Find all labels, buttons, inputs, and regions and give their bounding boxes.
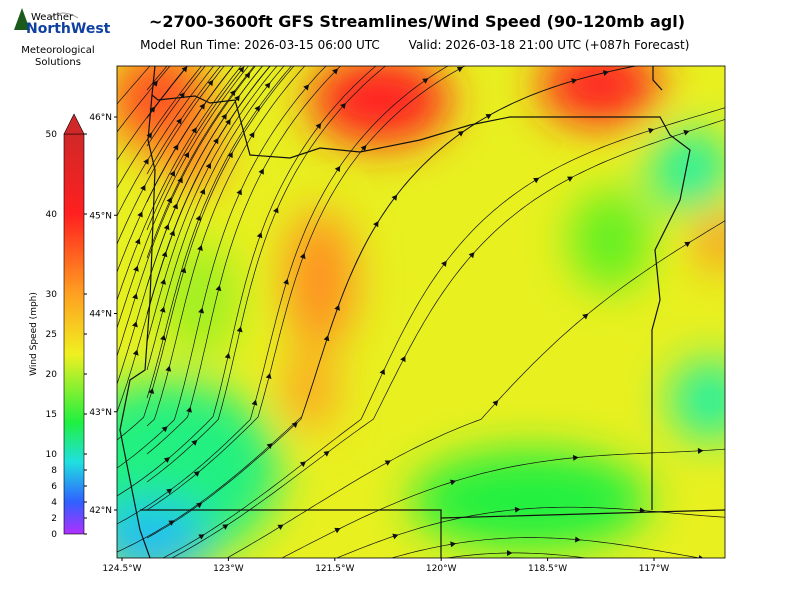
streamline	[117, 66, 449, 525]
streamline	[171, 119, 725, 558]
colorbar-tick-label: 10	[46, 450, 58, 460]
lat-label: 43°N	[89, 408, 112, 418]
streamline	[117, 66, 377, 497]
streamline	[117, 66, 171, 133]
streamline	[162, 107, 725, 558]
streamline	[117, 66, 637, 553]
streamline	[391, 537, 702, 558]
streamline	[117, 66, 327, 469]
logo-top: Weather	[31, 12, 74, 23]
colorbar-tick-label: 30	[46, 290, 58, 300]
map-frame	[116, 65, 726, 559]
stream-arrow	[617, 564, 622, 569]
colorbar-label: Wind Speed (mph)	[29, 292, 39, 376]
logo-line: Solutions	[35, 57, 81, 68]
logo-line: Meteorological	[21, 45, 94, 56]
lon-label: 120°W	[426, 564, 457, 574]
streamline	[146, 66, 278, 343]
lon-label: 124.5°W	[102, 564, 141, 574]
streamline	[146, 66, 306, 427]
lon-label: 121.5°W	[315, 564, 354, 574]
streamline	[146, 66, 206, 147]
valid-time: Valid: 2026-03-18 21:00 UTC (+087h Forec…	[409, 38, 690, 52]
stream-arrow	[685, 582, 690, 587]
streamline	[146, 66, 292, 399]
streamline	[146, 66, 221, 175]
streamline	[117, 66, 271, 413]
title: ~2700-3600ft GFS Streamlines/Wind Speed …	[149, 12, 685, 31]
stream-arrow	[631, 563, 636, 568]
stream-arrow	[671, 567, 676, 572]
streamline	[117, 66, 225, 245]
map-field	[117, 66, 725, 587]
colorbar: Wind Speed (mph)	[29, 113, 85, 535]
colorbar-tick-label: 50	[46, 130, 58, 140]
lat-label: 44°N	[89, 310, 112, 320]
colorbar-tick-label: 4	[51, 498, 57, 508]
streamline	[117, 66, 215, 217]
lat-label: 46°N	[89, 113, 112, 123]
colorbar-tick-label: 20	[46, 370, 58, 380]
streamline	[446, 552, 588, 558]
colorbar-tick-label: 15	[46, 410, 57, 420]
lon-label: 123°W	[213, 564, 244, 574]
streamline	[146, 66, 255, 259]
streamline	[117, 66, 242, 301]
streamline	[612, 557, 615, 558]
streamline	[117, 66, 264, 385]
colorbar-tick-label: 40	[46, 210, 58, 220]
streamline	[146, 66, 285, 371]
streamline	[117, 66, 188, 161]
lon-label: 118.5°W	[528, 564, 567, 574]
lat-label: 45°N	[89, 211, 112, 221]
streamline	[281, 448, 725, 558]
streamline	[146, 66, 466, 511]
colorbar-tick-label: 0	[51, 530, 57, 540]
colorbar-tick-label: 8	[51, 466, 57, 476]
lat-label: 42°N	[89, 506, 112, 516]
logo: Weather NorthWest Meteorological Solutio…	[14, 8, 111, 68]
streamline	[226, 220, 725, 558]
streamline	[146, 66, 386, 483]
colorbar-tick-label: 6	[51, 482, 57, 492]
logo-name: NorthWest	[26, 21, 111, 37]
stream-arrow	[280, 66, 281, 67]
streamline	[667, 557, 669, 558]
streamline	[117, 66, 295, 441]
streamline	[117, 66, 234, 273]
lon-label: 117°W	[639, 564, 670, 574]
streamline	[146, 66, 342, 455]
streamline	[146, 66, 246, 231]
stream-arrow	[698, 555, 704, 558]
streamline	[117, 66, 256, 357]
model-run: Model Run Time: 2026-03-15 06:00 UTC	[140, 38, 380, 52]
colorbar-tick-label: 25	[46, 330, 57, 340]
streamline	[117, 66, 202, 189]
streamline	[117, 66, 151, 105]
colorbar-tick-label: 2	[51, 514, 57, 524]
stream-arrow	[562, 557, 563, 558]
streamline	[146, 66, 168, 91]
